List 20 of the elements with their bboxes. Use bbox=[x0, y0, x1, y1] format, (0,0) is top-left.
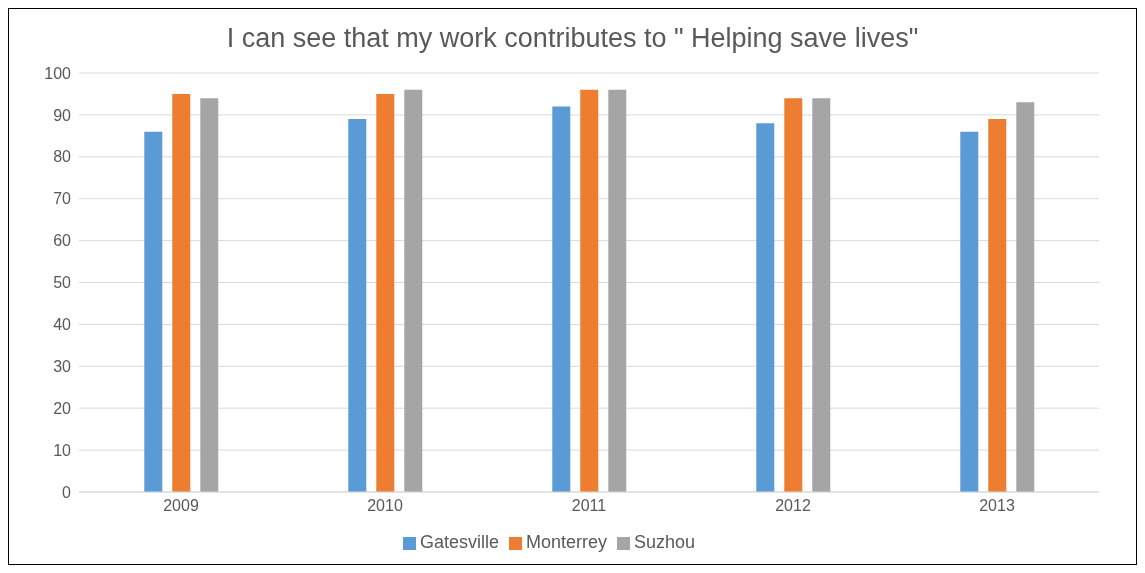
y-tick-label: 10 bbox=[53, 441, 72, 459]
y-tick-label: 80 bbox=[53, 148, 72, 166]
y-tick-label: 70 bbox=[53, 190, 72, 208]
legend-label: Suzhou bbox=[634, 532, 696, 552]
legend-label: Gatesville bbox=[419, 532, 499, 552]
x-tick-label: 2013 bbox=[979, 497, 1015, 515]
x-tick-label: 2009 bbox=[163, 497, 199, 515]
x-tick-label: 2012 bbox=[775, 497, 811, 515]
y-tick-label: 30 bbox=[53, 357, 72, 375]
y-tick-label: 40 bbox=[53, 316, 72, 334]
legend-label: Monterrey bbox=[525, 532, 607, 552]
x-tick-label: 2011 bbox=[571, 497, 607, 515]
y-tick-label: 20 bbox=[53, 399, 72, 417]
y-tick-label: 90 bbox=[53, 106, 72, 124]
y-tick-label: 60 bbox=[53, 232, 72, 250]
y-tick-label: 100 bbox=[44, 64, 72, 82]
x-tick-label: 2010 bbox=[367, 497, 403, 515]
y-tick-label: 0 bbox=[62, 483, 72, 501]
y-tick-label: 50 bbox=[53, 274, 72, 292]
chart-title: I can see that my work contributes to " Helping save lives" bbox=[225, 23, 920, 55]
